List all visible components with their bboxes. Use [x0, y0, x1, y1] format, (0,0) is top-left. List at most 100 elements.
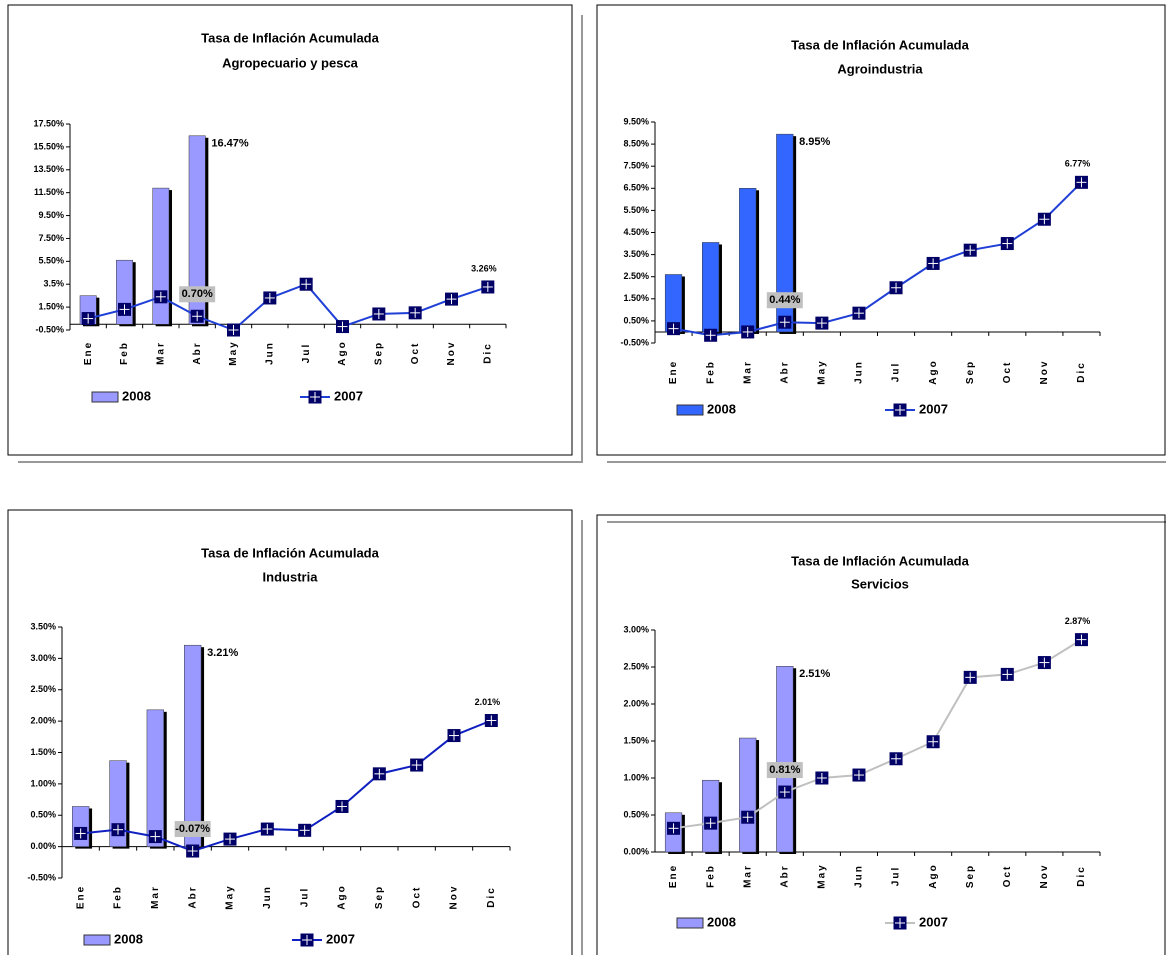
bar: [188, 135, 206, 325]
x-tick-label: Mar: [742, 360, 753, 384]
point: [484, 713, 498, 727]
y-tick-label: 2.50%: [623, 271, 649, 281]
x-tick-label: Jun: [264, 341, 275, 365]
y-tick-label: 9.50%: [623, 116, 649, 126]
point: [111, 823, 125, 837]
y-tick-label: 3.00%: [30, 653, 56, 663]
y-tick-label: 1.50%: [623, 735, 649, 745]
bar-value-label: 16.47%: [211, 138, 249, 150]
frame-shadow: [18, 15, 583, 463]
point: [815, 316, 829, 330]
chart-title: Tasa de Inflación Acumulada: [791, 37, 969, 52]
bar: [184, 644, 202, 847]
x-tick-label: Feb: [705, 864, 716, 888]
chart-subtitle: Agroindustria: [837, 61, 923, 76]
y-tick-label: 1.50%: [623, 293, 649, 303]
point: [227, 323, 240, 337]
y-tick-label: 15.50%: [33, 141, 64, 151]
x-tick-label: Mar: [150, 885, 161, 909]
point: [667, 821, 681, 835]
bar-value-label: 3.21%: [207, 647, 238, 659]
x-tick-label: Dic: [486, 886, 497, 908]
y-tick-label: 2.00%: [623, 698, 649, 708]
y-tick-label: 1.00%: [623, 772, 649, 782]
y-tick-label: 3.50%: [30, 621, 56, 631]
chart-title: Tasa de Inflación Acumulada: [791, 553, 969, 568]
point: [704, 816, 718, 830]
x-tick-label: Nov: [449, 885, 460, 910]
y-tick-label: 0.50%: [30, 810, 56, 820]
y-tick-label: 0.00%: [623, 846, 649, 856]
x-tick-label: Jul: [301, 343, 312, 363]
point: [667, 322, 681, 336]
legend-swatch: [83, 934, 111, 946]
x-tick-label: Mar: [155, 341, 166, 365]
y-tick-label: 13.50%: [33, 164, 64, 174]
chart-subtitle: Industria: [263, 569, 319, 584]
point: [852, 768, 866, 782]
chart: Tasa de Inflación Acumulada Industria -0.5…: [27, 545, 511, 947]
y-tick-label: 11.50%: [34, 187, 64, 197]
x-tick-label: May: [228, 340, 239, 365]
bar: [776, 666, 794, 853]
legend-marker: [893, 403, 907, 417]
y-tick-label: 6.50%: [623, 183, 649, 193]
legend-swatch: [676, 404, 704, 416]
point: [190, 309, 204, 323]
value-label-box: [174, 821, 211, 838]
y-tick-label: 17.50%: [33, 118, 64, 128]
x-tick-label: Ago: [928, 863, 939, 888]
x-tick-label: Oct: [411, 886, 422, 909]
y-tick-label: 5.50%: [623, 205, 649, 215]
x-tick-label: Abr: [187, 885, 198, 908]
point: [118, 302, 131, 316]
point: [963, 243, 977, 257]
x-tick-label: Jun: [854, 864, 865, 888]
legend-label: 2007: [326, 931, 355, 946]
legend-marker: [300, 933, 314, 947]
x-tick-label: May: [817, 359, 828, 384]
x-tick-label: Nov: [1039, 360, 1050, 385]
y-tick-label: 2.00%: [30, 716, 56, 726]
point: [1037, 212, 1051, 226]
chart: Tasa de Inflación Acumulada Agropecuario …: [33, 30, 507, 404]
point: [852, 306, 866, 320]
point: [926, 256, 940, 270]
y-tick-label: -0.50%: [27, 872, 56, 882]
line-value-label: 3.26%: [471, 263, 497, 273]
x-tick-label: Oct: [1002, 865, 1013, 888]
line-value-label: -0.07%: [175, 823, 210, 835]
y-tick-label: 0.50%: [623, 809, 649, 819]
point: [1074, 633, 1088, 647]
line-value-label: 6.77%: [1065, 159, 1091, 169]
y-tick-label: 4.50%: [623, 227, 649, 237]
bar: [739, 188, 757, 333]
y-tick-label: -0.50%: [620, 337, 649, 347]
point: [336, 320, 349, 334]
bar: [146, 709, 164, 847]
legend-label: 2008: [122, 388, 151, 403]
chart-subtitle: Agropecuario y pesca: [222, 55, 359, 70]
bar: [702, 779, 720, 853]
point: [263, 291, 277, 305]
point: [447, 729, 461, 743]
point: [186, 844, 200, 858]
point: [889, 281, 903, 295]
y-tick-label: 1.00%: [30, 778, 56, 788]
y-tick-label: 7.50%: [623, 161, 649, 171]
x-tick-label: Oct: [410, 342, 421, 365]
point: [704, 328, 718, 342]
x-tick-label: Mar: [742, 864, 753, 888]
point: [148, 830, 162, 844]
point: [815, 771, 829, 785]
y-tick-label: 0.00%: [30, 841, 56, 851]
x-tick-label: Sep: [373, 341, 384, 365]
point: [889, 752, 903, 766]
x-tick-label: Sep: [965, 360, 976, 384]
point: [299, 277, 313, 291]
line: [673, 181, 1083, 337]
x-tick-label: Abr: [779, 864, 790, 887]
y-tick-label: 2.50%: [30, 684, 56, 694]
line: [673, 638, 1082, 830]
value-label-box: [766, 292, 803, 309]
